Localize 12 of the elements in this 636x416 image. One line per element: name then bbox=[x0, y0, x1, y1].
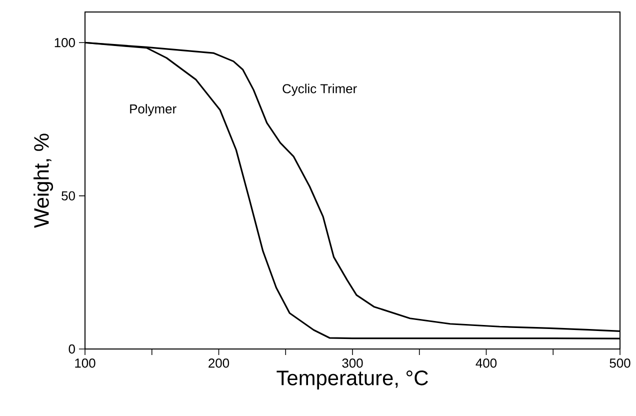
series-label: Cyclic Trimer bbox=[282, 84, 357, 96]
text: Polymer bbox=[130, 104, 176, 116]
y-axis-title: Weight, % bbox=[34, 134, 54, 228]
x-tick-label: 200 bbox=[208, 358, 230, 368]
y-tick-label: 0 bbox=[68, 344, 75, 354]
x-tick-label: 400 bbox=[476, 358, 497, 368]
x-tick-label: 500 bbox=[610, 358, 630, 368]
x-axis-title: Temperature, °C bbox=[276, 370, 428, 390]
x-tick-label: 100 bbox=[75, 358, 96, 368]
y-tick-label: 100 bbox=[54, 38, 75, 48]
x-tick-label: 300 bbox=[342, 358, 363, 368]
y-tick-label: 50 bbox=[62, 191, 75, 200]
